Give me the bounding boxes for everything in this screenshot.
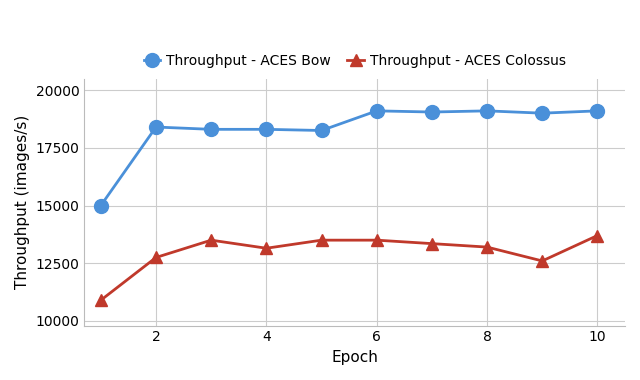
Throughput - ACES Colossus [262, 246, 270, 250]
Throughput - ACES Colossus [317, 238, 325, 242]
Throughput - ACES Colossus [152, 255, 160, 260]
Line: Throughput - ACES Colossus: Throughput - ACES Colossus [95, 229, 604, 306]
Throughput - ACES Colossus [207, 238, 215, 242]
Throughput - ACES Bow [373, 109, 381, 113]
Y-axis label: Throughput (images/s): Throughput (images/s) [15, 115, 30, 289]
Throughput - ACES Bow [428, 110, 436, 114]
Throughput - ACES Colossus [428, 241, 436, 246]
Throughput - ACES Bow [593, 109, 601, 113]
Legend: Throughput - ACES Bow, Throughput - ACES Colossus: Throughput - ACES Bow, Throughput - ACES… [138, 48, 571, 74]
Throughput - ACES Bow [262, 127, 270, 131]
Throughput - ACES Bow [538, 111, 546, 116]
Throughput - ACES Colossus [538, 259, 546, 263]
Throughput - ACES Colossus [483, 245, 491, 249]
Throughput - ACES Bow [483, 109, 491, 113]
X-axis label: Epoch: Epoch [332, 350, 378, 365]
Throughput - ACES Colossus [373, 238, 381, 242]
Throughput - ACES Colossus [593, 233, 601, 238]
Throughput - ACES Colossus [97, 298, 105, 302]
Line: Throughput - ACES Bow: Throughput - ACES Bow [94, 104, 604, 212]
Throughput - ACES Bow [207, 127, 215, 131]
Throughput - ACES Bow [317, 128, 325, 133]
Throughput - ACES Bow [97, 203, 105, 208]
Throughput - ACES Bow [152, 125, 160, 129]
